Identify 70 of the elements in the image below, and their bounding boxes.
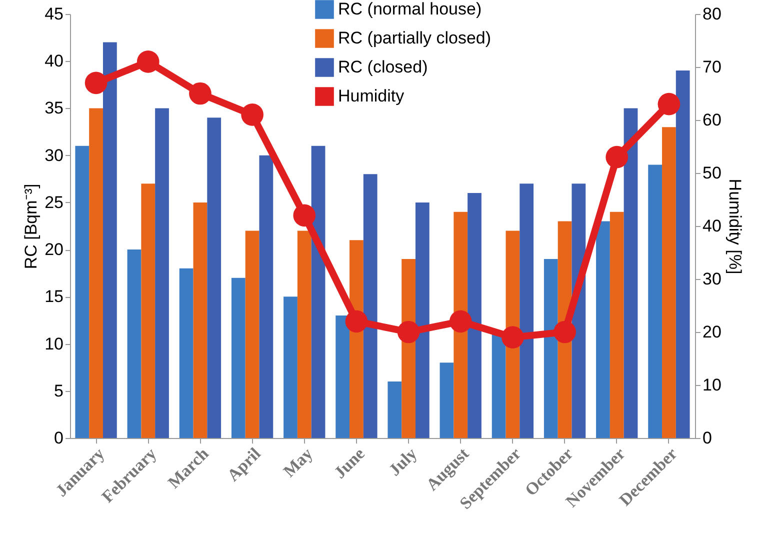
y2-tick-label: 70	[702, 58, 722, 76]
y-tick-label: 15	[44, 287, 64, 306]
y2-axis-title: Humidity [%]	[725, 178, 744, 274]
bar	[520, 184, 534, 438]
point	[241, 104, 264, 126]
bar	[284, 296, 298, 438]
y2-tick-label: 50	[702, 164, 722, 182]
y2-tick-label: 30	[702, 270, 722, 288]
y-tick-label: 30	[44, 146, 64, 165]
point	[189, 82, 212, 105]
bar	[648, 164, 662, 438]
bar	[454, 212, 468, 438]
y2-tick-label: 80	[702, 4, 722, 24]
bar	[89, 108, 103, 438]
y2-tick-label: 10	[702, 376, 722, 394]
bar	[102, 42, 117, 438]
y-tick-label: 10	[44, 334, 64, 354]
y2-tick-label: 20	[702, 322, 722, 342]
bar	[363, 174, 378, 438]
y-axis-title: RC [Bqm⁻³]	[22, 184, 41, 270]
legend-label: Humidity	[338, 86, 405, 106]
y-tick-label: 45	[44, 4, 64, 24]
y-tick-label: 25	[44, 192, 64, 212]
bar	[311, 146, 326, 438]
x-tick-label: July	[385, 444, 421, 480]
bar	[75, 146, 90, 438]
bar	[259, 155, 274, 438]
bar	[141, 184, 156, 438]
point	[502, 326, 524, 348]
bar	[245, 230, 260, 438]
x-tick-label: May	[280, 444, 317, 481]
y2-tick-label: 60	[702, 110, 722, 130]
legend-label: RC (normal house)	[338, 0, 482, 18]
y-tick-label: 5	[54, 381, 64, 400]
point	[658, 92, 680, 116]
bar	[297, 230, 312, 438]
bar	[179, 268, 194, 438]
bar	[624, 108, 638, 438]
bar	[231, 278, 246, 438]
bar	[610, 212, 624, 438]
y-tick-label: 20	[44, 240, 64, 260]
bar	[544, 258, 558, 438]
y-tick-label: 35	[44, 98, 64, 118]
bar	[492, 334, 506, 438]
point	[397, 320, 420, 344]
point	[345, 310, 368, 333]
y2-tick-label: 0	[702, 428, 712, 448]
y2-tick-label: 40	[702, 216, 722, 236]
point	[449, 310, 472, 333]
bar	[676, 70, 690, 438]
bar	[193, 202, 208, 438]
point	[84, 72, 108, 94]
bar	[440, 362, 454, 438]
bar	[155, 108, 169, 438]
bar	[468, 193, 482, 438]
bar	[415, 202, 430, 438]
bar	[336, 316, 350, 438]
bar	[596, 221, 610, 438]
bar	[662, 127, 676, 438]
y-tick-label: 0	[54, 428, 64, 448]
legend-label: RC (partially closed)	[338, 28, 492, 48]
point	[293, 204, 316, 227]
bar	[207, 118, 222, 438]
point	[606, 146, 628, 168]
y-tick-label: 40	[44, 52, 64, 71]
point	[136, 50, 160, 73]
legend-label: RC (closed)	[338, 58, 428, 76]
bar	[127, 250, 142, 438]
point	[554, 320, 576, 344]
bar	[388, 381, 402, 438]
